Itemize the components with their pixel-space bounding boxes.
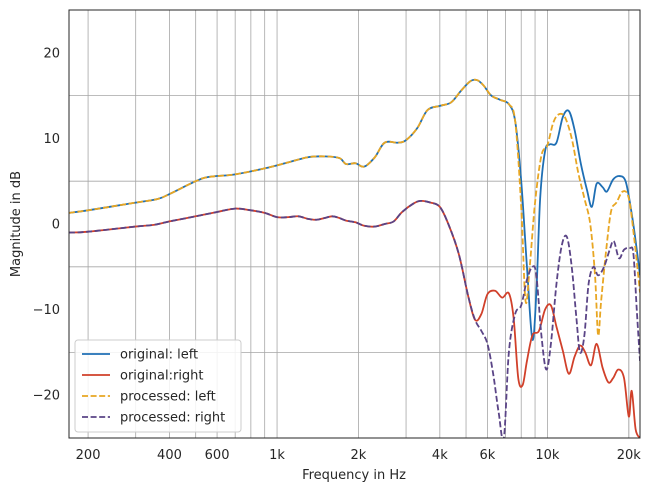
y-tick-label: 10 <box>43 132 60 147</box>
y-axis-label: Magnitude in dB <box>9 171 24 277</box>
legend: original: left original:right processed: l… <box>74 339 242 433</box>
y-tick-label: 20 <box>43 46 60 61</box>
x-tick-label: 4k <box>432 448 448 463</box>
x-tick-label: 400 <box>157 448 182 463</box>
series-line-processed-left <box>69 78 640 337</box>
y-tick-label: 0 <box>52 218 60 233</box>
series-line-original-right <box>69 199 640 438</box>
x-tick-label: 200 <box>76 448 101 463</box>
y-tick-label: −20 <box>33 389 60 404</box>
plot-frame <box>68 9 641 439</box>
x-tick-labels: 200 400 600 1k 2k 4k 6k 10k 20k <box>76 448 642 463</box>
x-tick-label: 1k <box>269 448 285 463</box>
series-line-processed-right <box>69 199 640 438</box>
x-tick-label: 6k <box>480 448 496 463</box>
x-tick-label: 10k <box>535 448 560 463</box>
y-tick-labels: −20 −10 0 10 20 <box>33 46 60 403</box>
x-tick-label: 20k <box>617 448 642 463</box>
legend-box <box>74 339 242 433</box>
legend-label-original-right: original:right <box>120 369 204 384</box>
x-tick-label: 600 <box>205 448 230 463</box>
series-lines <box>69 78 640 438</box>
legend-label-processed-left: processed: left <box>120 390 216 405</box>
legend-label-original-left: original: left <box>120 348 198 363</box>
x-axis-label: Frequency in Hz <box>302 468 406 483</box>
y-tick-label: −10 <box>33 303 60 318</box>
x-tick-label: 2k <box>351 448 367 463</box>
legend-label-processed-right: processed: right <box>120 411 225 426</box>
